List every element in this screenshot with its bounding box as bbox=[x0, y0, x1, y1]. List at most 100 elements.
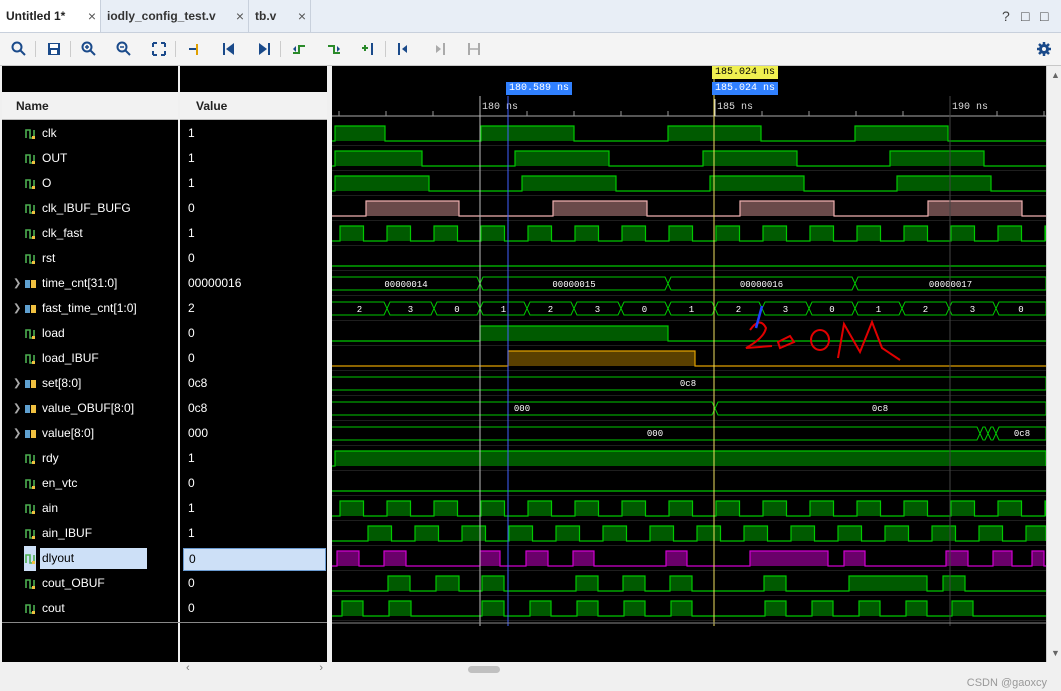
signal-icon bbox=[24, 471, 36, 496]
signal-value: 00000016 bbox=[188, 276, 242, 290]
prev-marker-icon[interactable] bbox=[394, 39, 414, 59]
signal-name-row[interactable]: cout bbox=[2, 596, 178, 621]
annotation-stroke bbox=[810, 329, 830, 351]
vertical-scrollbar[interactable]: ▲ ▼ bbox=[1046, 66, 1061, 662]
add-marker-icon[interactable] bbox=[359, 39, 379, 59]
signal-name-row[interactable]: rdy bbox=[2, 446, 178, 471]
signal-value-row[interactable]: 0 bbox=[180, 596, 327, 621]
prev-transition-icon[interactable] bbox=[289, 39, 309, 59]
signal-name-row[interactable]: dlyout bbox=[2, 546, 178, 571]
bus-value: 00000015 bbox=[552, 280, 595, 290]
value-column-header[interactable]: Value bbox=[180, 92, 327, 120]
next-transition-icon[interactable] bbox=[324, 39, 344, 59]
signal-value-row[interactable]: 0c8 bbox=[180, 396, 327, 421]
yellow-cursor-label[interactable]: 185.024 ns bbox=[712, 66, 779, 79]
wave-high-fill bbox=[508, 351, 695, 366]
value-hscroll[interactable]: ‹ › bbox=[180, 662, 327, 677]
tab-iodly-config-test[interactable]: iodly_config_test.v × bbox=[101, 0, 249, 32]
signal-value-row[interactable]: 0 bbox=[180, 546, 327, 571]
expand-icon[interactable]: ❯ bbox=[13, 378, 22, 389]
go-to-cursor-icon[interactable] bbox=[184, 39, 204, 59]
signal-value-row[interactable]: 0 bbox=[180, 321, 327, 346]
scroll-thumb[interactable] bbox=[468, 666, 500, 673]
signal-name-row[interactable]: ain bbox=[2, 496, 178, 521]
signal-value-row[interactable]: 0 bbox=[180, 246, 327, 271]
signal-name-row[interactable]: rst bbox=[2, 246, 178, 271]
signal-name-row[interactable]: OUT bbox=[2, 146, 178, 171]
signal-name-row[interactable]: cout_OBUF bbox=[2, 571, 178, 596]
signal-value-row[interactable]: 2 bbox=[180, 296, 327, 321]
bus-value: 2 bbox=[736, 305, 741, 315]
bus-value: 3 bbox=[783, 305, 788, 315]
first-edge-icon[interactable] bbox=[219, 39, 239, 59]
name-column-header[interactable]: Name bbox=[2, 92, 178, 120]
signal-value-row[interactable]: 1 bbox=[180, 496, 327, 521]
close-icon[interactable]: × bbox=[87, 8, 96, 24]
wave-high-fill bbox=[764, 576, 786, 591]
signal-value-row[interactable]: 00000016 bbox=[180, 271, 327, 296]
signal-name-row[interactable]: en_vtc bbox=[2, 471, 178, 496]
signal-name: cout bbox=[42, 601, 65, 615]
waveform bbox=[332, 125, 1046, 142]
save-icon[interactable] bbox=[44, 39, 64, 59]
horizontal-scrollbar[interactable] bbox=[332, 662, 1046, 677]
close-icon[interactable]: × bbox=[235, 8, 244, 24]
signal-value-row[interactable]: 0 bbox=[180, 471, 327, 496]
wave-high-fill bbox=[710, 176, 804, 191]
last-edge-icon[interactable] bbox=[254, 39, 274, 59]
waveform-canvas[interactable]: 180 ns 185 ns 190 ns 00000014 00000015 000000… bbox=[332, 66, 1046, 662]
settings-icon[interactable] bbox=[1034, 39, 1054, 59]
tab-tb-v[interactable]: tb.v × bbox=[249, 0, 311, 32]
signal-value-row[interactable]: 000 bbox=[180, 421, 327, 446]
signal-name-row[interactable]: O bbox=[2, 171, 178, 196]
swap-cursors-icon[interactable] bbox=[464, 39, 484, 59]
signal-name-row[interactable]: load_IBUF bbox=[2, 346, 178, 371]
expand-icon[interactable]: ❯ bbox=[13, 303, 22, 314]
signal-value-row[interactable]: 0 bbox=[180, 571, 327, 596]
signal-name-row[interactable]: clk bbox=[2, 121, 178, 146]
bus-value: 3 bbox=[408, 305, 413, 315]
signal-value-row[interactable]: 1 bbox=[180, 446, 327, 471]
signal-name-row[interactable]: clk_IBUF_BUFG bbox=[2, 196, 178, 221]
signal-value-row[interactable]: 1 bbox=[180, 221, 327, 246]
signal-name-row[interactable]: ❯ value_OBUF[8:0] bbox=[2, 396, 178, 421]
bus-value: 0 bbox=[642, 305, 647, 315]
signal-name-row[interactable]: ❯ fast_time_cnt[1:0] bbox=[2, 296, 178, 321]
zoom-in-icon[interactable] bbox=[79, 39, 99, 59]
zoom-full-icon[interactable] bbox=[149, 39, 169, 59]
signal-value-row[interactable]: 1 bbox=[180, 521, 327, 546]
signal-name-row[interactable]: clk_fast bbox=[2, 221, 178, 246]
signal-name-row[interactable]: load bbox=[2, 321, 178, 346]
zoom-out-icon[interactable] bbox=[114, 39, 134, 59]
expand-icon[interactable]: ❯ bbox=[13, 403, 22, 414]
help-icon[interactable]: ? bbox=[1002, 8, 1010, 24]
signal-name-row[interactable]: ❯ time_cnt[31:0] bbox=[2, 271, 178, 296]
wave-high-fill bbox=[849, 576, 927, 591]
signal-value-row[interactable]: 0 bbox=[180, 196, 327, 221]
zoom-fit-icon[interactable] bbox=[9, 39, 29, 59]
expand-icon[interactable]: ❯ bbox=[13, 278, 22, 289]
signal-value-row[interactable]: 1 bbox=[180, 146, 327, 171]
expand-icon[interactable]: ❯ bbox=[13, 428, 22, 439]
signal-name: O bbox=[42, 176, 52, 190]
wave-high-fill bbox=[509, 526, 533, 541]
maximize-icon[interactable]: □ bbox=[1040, 8, 1049, 24]
signal-value-row[interactable]: 1 bbox=[180, 171, 327, 196]
signal-name-row[interactable]: ain_IBUF bbox=[2, 521, 178, 546]
scroll-right-icon[interactable]: › bbox=[319, 662, 323, 674]
signal-value-row[interactable]: 0c8 bbox=[180, 371, 327, 396]
close-icon[interactable]: × bbox=[297, 8, 306, 24]
blue-cursor-label-2[interactable]: 185.024 ns bbox=[712, 82, 779, 95]
signal-value-row[interactable]: 0 bbox=[180, 346, 327, 371]
signal-name-row[interactable]: ❯ value[8:0] bbox=[2, 421, 178, 446]
restore-icon[interactable]: □ bbox=[1021, 8, 1030, 24]
signal-name-row[interactable]: ❯ set[8:0] bbox=[2, 371, 178, 396]
blue-cursor-label[interactable]: 180.589 ns bbox=[506, 82, 573, 95]
signal-icon bbox=[24, 171, 36, 196]
signal-value-row[interactable]: 1 bbox=[180, 121, 327, 146]
next-marker-icon[interactable] bbox=[429, 39, 449, 59]
ruler-label: 190 ns bbox=[952, 102, 988, 113]
signal-name: rdy bbox=[42, 451, 59, 465]
tab-untitled-1[interactable]: Untitled 1* × bbox=[0, 0, 101, 32]
scroll-left-icon[interactable]: ‹ bbox=[186, 662, 190, 674]
